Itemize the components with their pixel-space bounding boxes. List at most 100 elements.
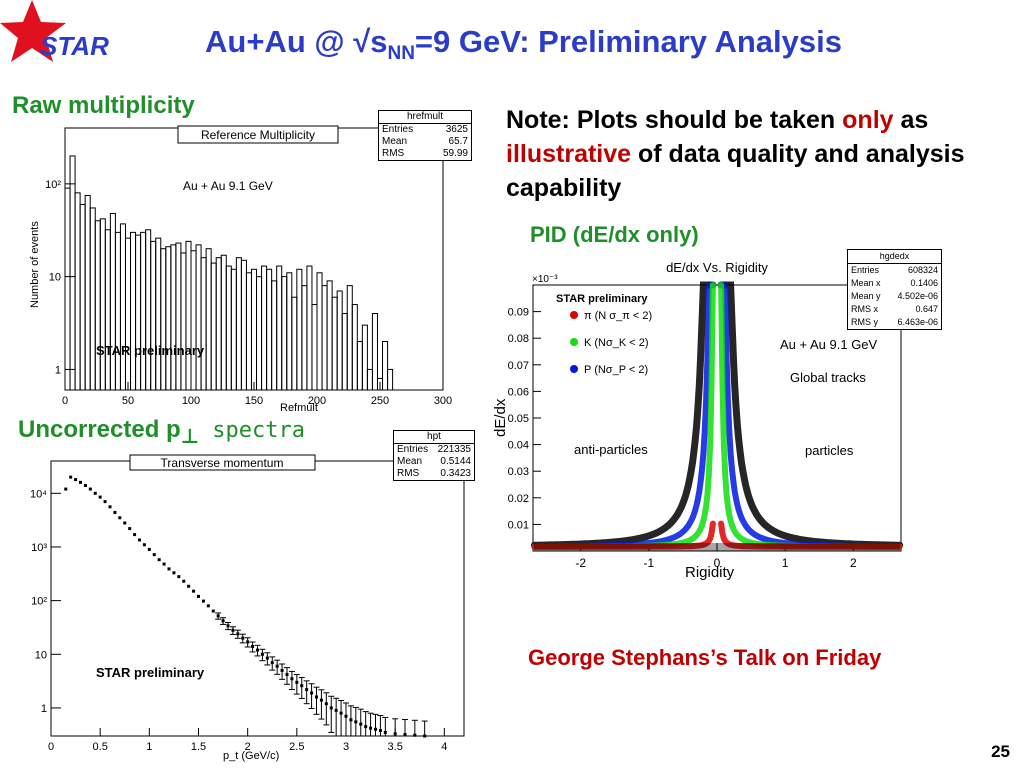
pt-point [344,714,348,718]
refmult-y-tick-label: 1 [55,364,61,376]
dedx-chart: -2 -1 0 1 2 0.01 0.02 0.03 0.04 0.05 0.06 0.07 0.08 0… [492,260,904,581]
pt-point [221,619,225,623]
pt-point [138,538,141,542]
pt-point [246,640,250,644]
refmult-bar [276,265,283,391]
dedx-legend-marker [570,338,578,346]
pt-point [315,695,318,699]
pt-x-tick-label: 1 [146,741,152,753]
pt-point [295,680,299,684]
refmult-bar [155,237,162,391]
pt-xlabel: p_t (GeV/c) [223,750,279,762]
refmult-plot-area: 0 50 100 150 200 250 300 1 10 10² [45,155,452,407]
stats-label: RMS [397,468,420,479]
pt-x-tick-label: 1.5 [191,741,206,753]
refmult-bar [84,194,91,391]
refmult-bar [99,218,106,391]
stats-row: Mean 65.7 [379,136,471,148]
stats-label: Entries [382,124,414,135]
refmult-title-box [177,125,339,144]
page-number: 25 [991,742,1010,761]
pt-plot-area: 0 0.5 1 1.5 2 2.5 3 3.5 4 1 10 10² 10³ 10⁴ [30,475,447,753]
stats-value: 0.5144 [440,456,471,467]
dedx-band [531,282,716,550]
pt-x-tick-label: 3.5 [388,741,403,753]
pt-point [79,480,82,484]
pt-y-tick-label: 10² [31,596,47,608]
stats-label: Mean [382,136,408,147]
slide-title-sub: NN [387,43,415,65]
refmult-x-tick-label: 0 [62,395,68,407]
refmult-bar [245,272,252,391]
refmult-bar [266,268,273,391]
refmult-x-tick-label: 300 [434,395,452,407]
refmult-bar [382,340,389,391]
stats-row: Mean x 0.1406 [848,277,941,290]
pt-point [167,567,171,571]
dedx-band [718,520,903,550]
pt-heading-main: Uncorrected p [18,416,181,443]
stats-value: 0.1406 [910,278,938,288]
pt-point [216,614,220,618]
pt-point [231,628,235,632]
refmult-bar [190,250,197,391]
pt-point [157,558,161,562]
refmult-watermark: STAR preliminary [96,343,205,358]
slide-title-main: Au+Au @ √s [205,24,388,59]
stats-label: Mean x [851,278,881,288]
dedx-watermark: STAR preliminary [556,293,648,305]
raw-multiplicity-heading: Raw multiplicity [12,92,195,119]
refmult-bar [130,231,137,391]
pt-point [305,688,309,692]
pt-frame [50,460,465,737]
pt-point [339,711,343,715]
refmult-bar [271,280,278,391]
note-only: only [842,106,894,134]
stats-row: Entries 608324 [848,264,941,277]
pt-point [349,718,353,722]
pt-point [152,553,156,557]
stats-label: RMS y [851,317,878,327]
pt-point [369,726,373,730]
pt-point [108,505,112,509]
pt-point [364,725,368,729]
dedx-xlabel: Rigidity [685,564,735,581]
stats-value: 59.99 [442,148,468,159]
refmult-stats-box: hrefmult Entries 3625 Mean 65.7 RMS 59.99 [378,110,472,161]
dedx-x-tick-label: 2 [850,556,857,570]
refmult-bar [210,262,217,391]
pt-title-box [129,454,316,471]
stats-value: 608324 [907,265,938,275]
stats-label: RMS [382,148,405,159]
stats-label: Entries [851,265,880,275]
pt-point [113,510,117,514]
refmult-bar [79,203,86,391]
pt-point [354,720,358,724]
refmult-x-tick-label: 200 [308,395,326,407]
refmult-bar [175,242,182,391]
refmult-x-tick-label: 50 [122,395,134,407]
pt-x-tick-label: 3 [343,741,349,753]
refmult-bar [321,285,328,391]
refmult-bar [256,276,263,391]
stats-label: Mean y [851,291,881,301]
refmult-x-tick-label: 100 [182,395,200,407]
stats-row: Mean y 4.502e-06 [848,290,941,303]
refmult-bar [286,272,293,391]
pt-x-tick-label: 4 [441,741,447,753]
refmult-bar [145,229,152,391]
pt-point [177,575,181,579]
refmult-bar [261,265,268,391]
pt-point [285,672,289,676]
pt-point [310,691,314,695]
pt-x-tick-label: 2 [245,741,251,753]
dedx-legend-label: K (Nσ_K < 2) [584,337,649,349]
pt-point [226,624,230,628]
pt-point [88,487,92,491]
refmult-bar [124,237,132,391]
stats-value: 0.647 [915,304,938,314]
dedx-legend-label: P (Nσ_P < 2) [584,364,648,376]
note-part2: as [893,106,929,134]
pt-point [300,684,304,688]
note-text: Note: Plots should be taken only as illu… [506,103,1016,205]
